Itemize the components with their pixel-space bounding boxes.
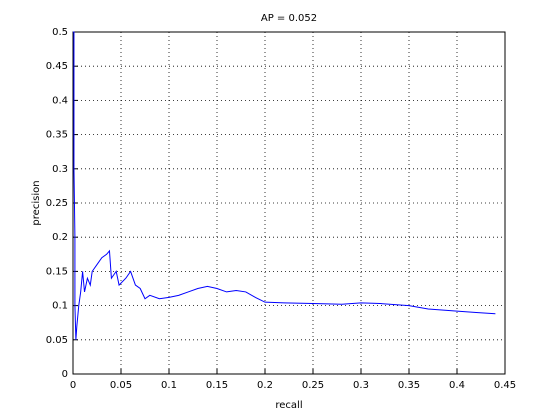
x-tick-label: 0.3 xyxy=(353,380,369,391)
y-tick-label: 0.4 xyxy=(52,95,68,106)
plot-frame xyxy=(72,31,506,375)
x-tick-label: 0.15 xyxy=(206,380,228,391)
y-tick-label: 0.25 xyxy=(46,198,68,209)
x-tick-label: 0.35 xyxy=(398,380,420,391)
x-axis-label: recall xyxy=(275,400,302,411)
x-tick-label: 0.1 xyxy=(161,380,177,391)
y-tick-label: 0.1 xyxy=(52,301,68,312)
y-tick-label: 0.05 xyxy=(46,335,68,346)
x-tick-label: 0 xyxy=(70,380,76,391)
y-tick-label: 0.35 xyxy=(46,130,68,141)
x-tick-label: 0.25 xyxy=(302,380,324,391)
pr-curve xyxy=(73,31,496,340)
y-tick-label: 0 xyxy=(62,369,68,380)
x-tick-label: 0.45 xyxy=(494,380,516,391)
y-tick-label: 0.2 xyxy=(52,232,68,243)
x-tick-label: 0.4 xyxy=(449,380,465,391)
y-tick-label: 0.45 xyxy=(46,61,68,72)
y-axis-label: precision xyxy=(31,180,42,225)
y-tick-label: 0.5 xyxy=(52,27,68,38)
x-tick-label: 0.2 xyxy=(257,380,273,391)
x-tick-label: 0.05 xyxy=(110,380,132,391)
chart-title: AP = 0.052 xyxy=(261,13,317,24)
y-tick-label: 0.3 xyxy=(52,164,68,175)
y-tick-label: 0.15 xyxy=(46,266,68,277)
